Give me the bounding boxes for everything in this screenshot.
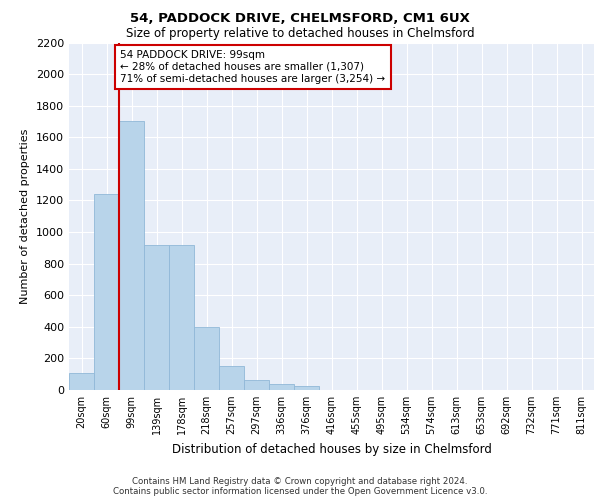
Bar	[244, 380, 269, 390]
Bar	[144, 244, 169, 390]
Text: 54 PADDOCK DRIVE: 99sqm
← 28% of detached houses are smaller (1,307)
71% of semi: 54 PADDOCK DRIVE: 99sqm ← 28% of detache…	[120, 50, 385, 84]
X-axis label: Distribution of detached houses by size in Chelmsford: Distribution of detached houses by size …	[172, 442, 491, 456]
Bar	[269, 384, 294, 390]
Text: Size of property relative to detached houses in Chelmsford: Size of property relative to detached ho…	[125, 28, 475, 40]
Bar	[94, 194, 119, 390]
Bar	[169, 244, 194, 390]
Bar	[294, 386, 319, 390]
Y-axis label: Number of detached properties: Number of detached properties	[20, 128, 31, 304]
Text: Contains HM Land Registry data © Crown copyright and database right 2024.: Contains HM Land Registry data © Crown c…	[132, 477, 468, 486]
Text: Contains public sector information licensed under the Open Government Licence v3: Contains public sector information licen…	[113, 487, 487, 496]
Text: 54, PADDOCK DRIVE, CHELMSFORD, CM1 6UX: 54, PADDOCK DRIVE, CHELMSFORD, CM1 6UX	[130, 12, 470, 26]
Bar	[69, 372, 94, 390]
Bar	[219, 366, 244, 390]
Bar	[119, 122, 144, 390]
Bar	[194, 327, 219, 390]
